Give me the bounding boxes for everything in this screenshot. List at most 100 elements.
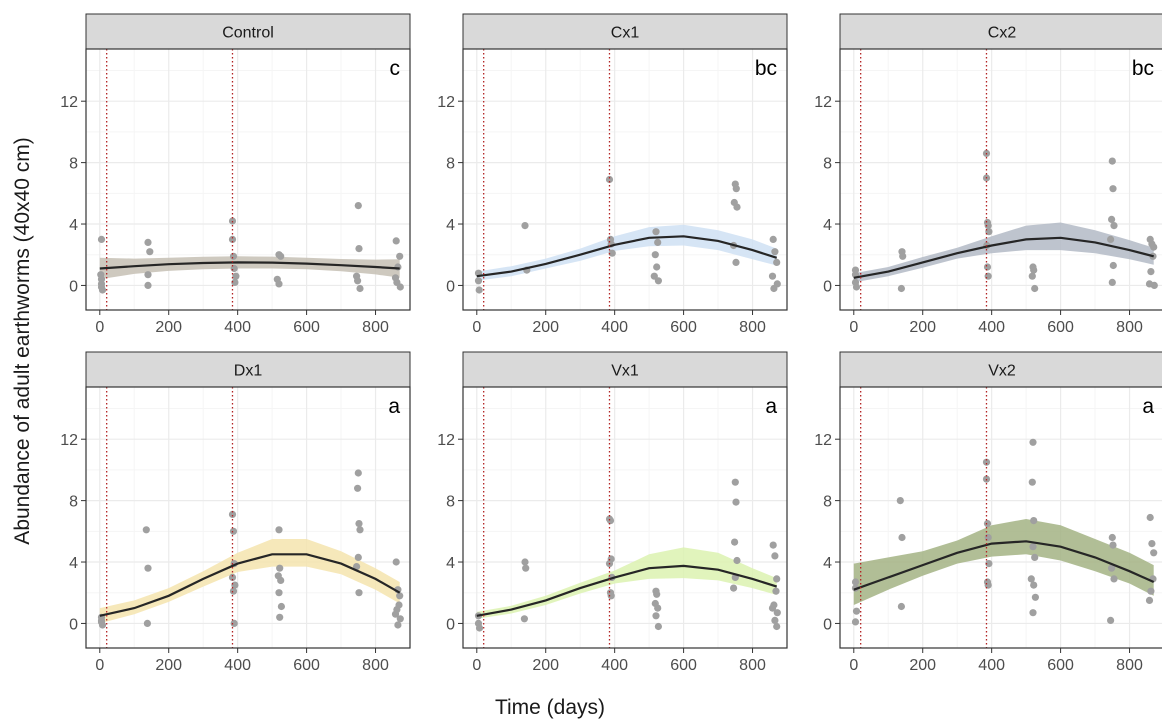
x-tick-label: 0 <box>849 319 858 336</box>
x-tick-label: 0 <box>472 319 481 336</box>
data-point <box>1108 533 1116 542</box>
data-point <box>852 607 861 615</box>
data-point <box>276 613 284 621</box>
data-point <box>354 277 362 285</box>
data-point <box>275 280 283 288</box>
y-tick-label: 4 <box>69 217 78 234</box>
fit-line <box>853 540 1155 591</box>
data-point <box>654 622 663 631</box>
data-point <box>654 238 662 246</box>
x-tick-label: 600 <box>293 657 320 674</box>
strip-label: Vx2 <box>988 363 1016 380</box>
data-point <box>392 237 400 245</box>
data-point <box>98 286 107 294</box>
y-tick-label: 12 <box>437 94 455 111</box>
data-point <box>1150 281 1158 289</box>
fit-line <box>99 261 400 270</box>
panel-vx1: Vx1 a 0 4 8 12 0 200 400 600 800 <box>437 351 788 674</box>
strip-background <box>462 351 788 388</box>
y-tick-label: 0 <box>446 616 455 633</box>
y-tick-label: 8 <box>446 494 455 511</box>
x-tick-label: 800 <box>739 319 766 336</box>
data-point <box>394 263 402 271</box>
data-point <box>231 278 239 286</box>
x-tick-label: 400 <box>224 657 251 674</box>
data-point <box>1108 278 1116 286</box>
strip-background <box>85 351 411 388</box>
data-point <box>277 252 285 260</box>
significance-letter: a <box>1142 395 1154 418</box>
panel-border <box>839 48 1162 311</box>
data-point <box>984 222 992 230</box>
data-point <box>1031 284 1039 293</box>
x-tick-label: 600 <box>670 319 697 336</box>
x-tick-label: 400 <box>978 319 1005 336</box>
strip-label: Control <box>222 25 274 42</box>
data-point <box>229 252 238 260</box>
data-point <box>773 575 781 583</box>
y-tick-label: 4 <box>446 217 455 234</box>
data-point <box>144 564 152 572</box>
data-point <box>97 616 106 625</box>
data-point <box>1150 243 1158 251</box>
data-point <box>1108 157 1116 165</box>
data-point <box>356 284 364 293</box>
data-point <box>984 533 992 542</box>
x-tick-label: 600 <box>293 319 320 336</box>
data-point <box>353 563 361 571</box>
significance-letter: a <box>765 395 777 418</box>
data-point <box>772 587 780 595</box>
data-point <box>773 622 781 631</box>
y-tick-label: 0 <box>823 278 832 295</box>
data-point <box>396 615 404 623</box>
x-tick-label: 0 <box>472 657 481 674</box>
data-point <box>608 249 616 257</box>
data-point <box>228 510 237 518</box>
data-point <box>653 590 661 598</box>
panel-border <box>85 48 411 311</box>
fit-line <box>476 235 778 278</box>
data-point <box>1108 564 1116 572</box>
data-point <box>1108 215 1116 223</box>
x-tick-label: 200 <box>909 657 936 674</box>
panel-border <box>462 48 788 311</box>
data-point <box>982 458 991 466</box>
y-axis-title: Abundance of adult earthworms (40x40 cm) <box>11 137 34 544</box>
data-point <box>475 286 483 294</box>
data-point <box>228 235 237 243</box>
data-point <box>1146 513 1154 522</box>
confidence-band <box>99 256 400 280</box>
data-point <box>522 564 530 572</box>
y-tick-label: 12 <box>60 432 78 449</box>
data-point <box>897 284 906 293</box>
data-point <box>146 248 154 256</box>
data-point <box>275 526 283 534</box>
data-point <box>396 592 404 600</box>
data-point <box>654 604 662 612</box>
data-point <box>1109 541 1117 549</box>
data-point <box>142 526 150 534</box>
fit-line <box>853 236 1154 279</box>
data-point <box>651 251 659 259</box>
data-point <box>773 609 781 617</box>
data-point <box>275 589 283 597</box>
y-tick-label: 12 <box>437 432 455 449</box>
data-point <box>354 553 362 562</box>
y-tick-label: 12 <box>60 94 78 111</box>
data-point <box>731 538 739 546</box>
data-point <box>896 497 904 505</box>
panel-border <box>462 386 788 649</box>
data-point <box>230 264 238 273</box>
data-point <box>229 587 238 595</box>
data-point <box>1147 268 1155 276</box>
data-point <box>521 222 529 230</box>
data-point <box>394 621 402 629</box>
data-point <box>605 175 614 184</box>
data-point <box>1145 596 1154 605</box>
panel-background <box>840 387 1162 648</box>
data-point <box>521 558 529 566</box>
y-tick-label: 0 <box>446 278 455 295</box>
y-tick-label: 4 <box>823 217 832 234</box>
confidence-band <box>853 222 1154 283</box>
